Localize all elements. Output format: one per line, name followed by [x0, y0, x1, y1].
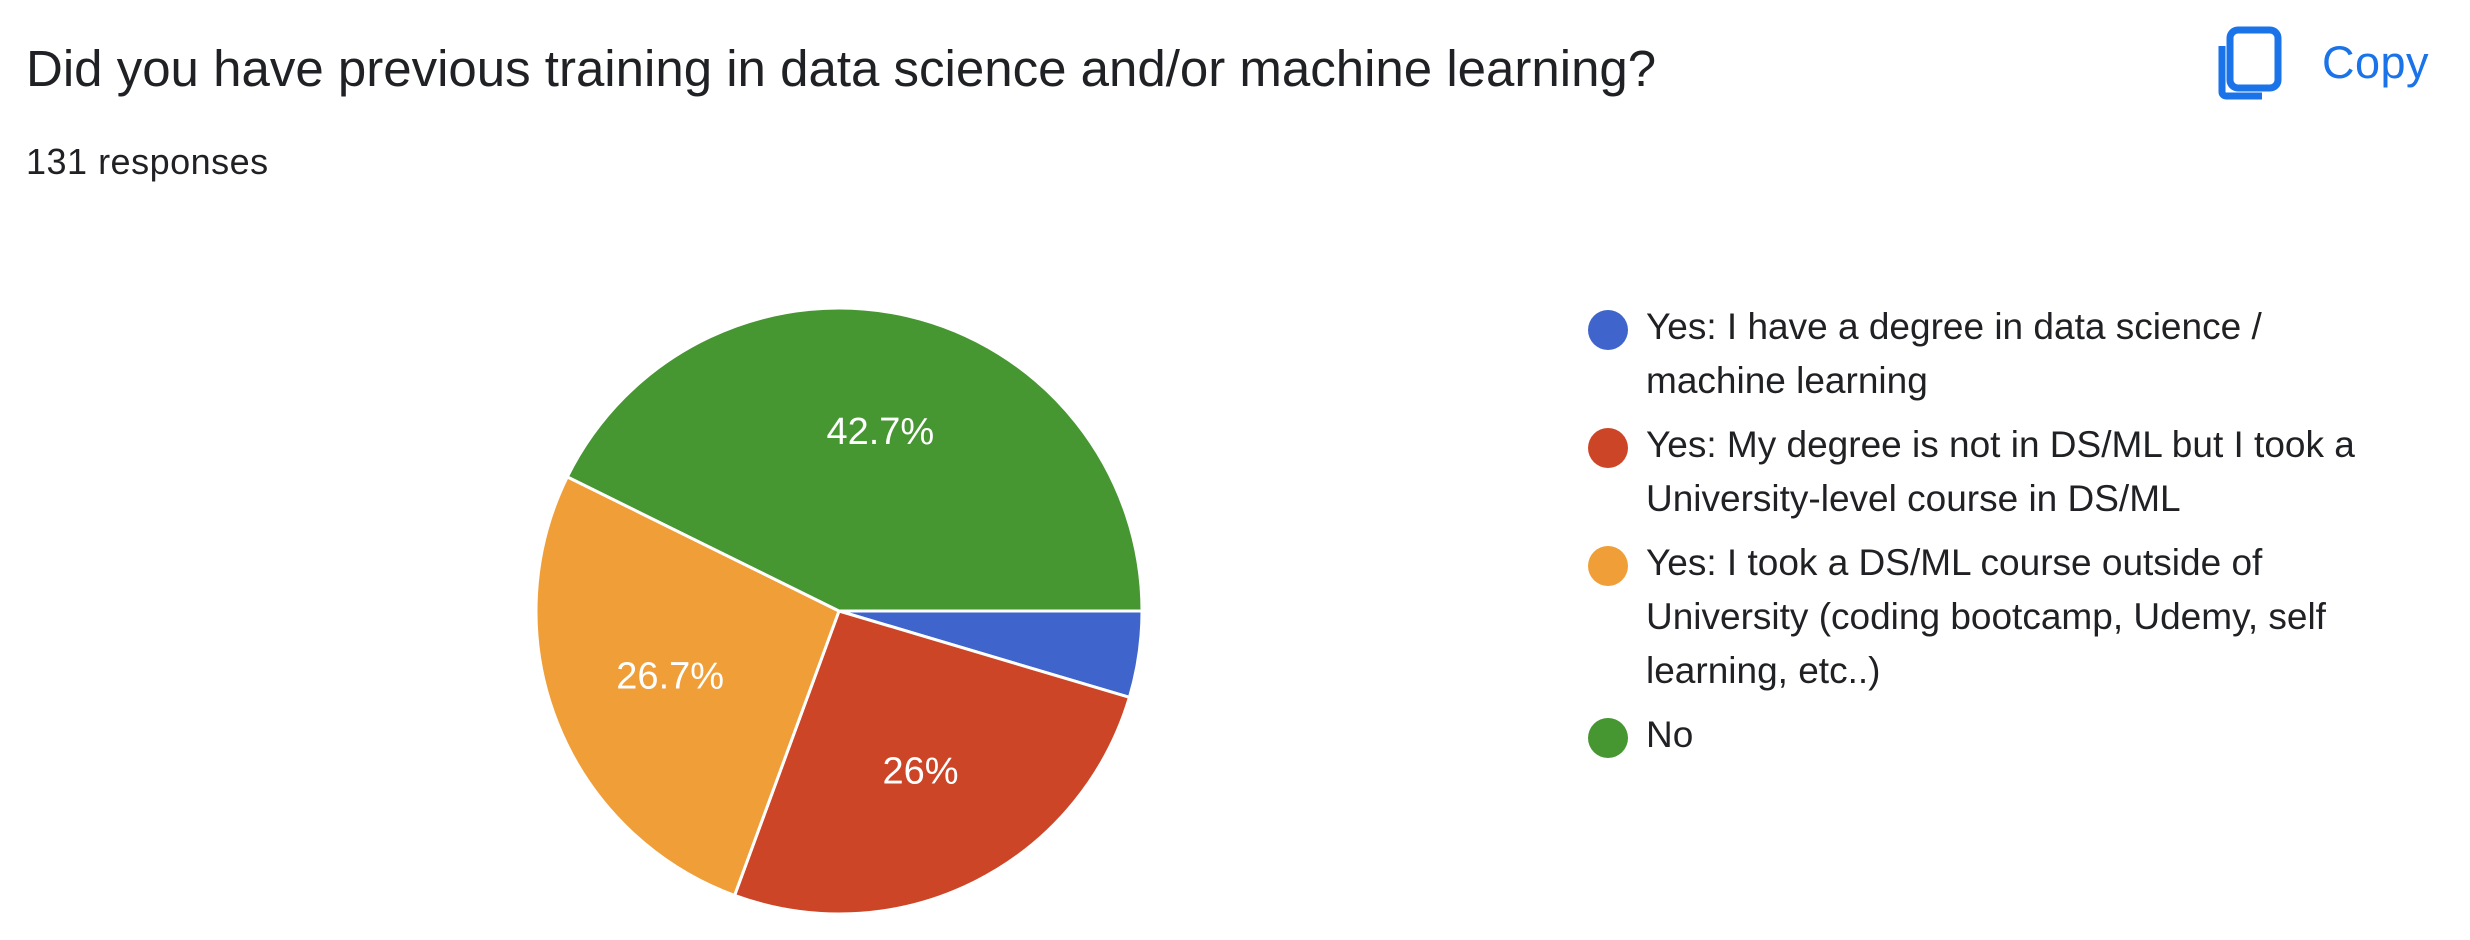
- legend-label-1: Yes: My degree is not in DS/ML but I too…: [1646, 424, 2355, 519]
- legend-swatch-2: [1588, 546, 1628, 586]
- legend-item-1[interactable]: Yes: My degree is not in DS/ML but I too…: [1588, 418, 2388, 526]
- copy-button[interactable]: Copy: [2218, 26, 2429, 100]
- legend-swatch-3: [1588, 718, 1628, 758]
- pie-slice-3[interactable]: [565, 306, 1144, 613]
- question-title: Did you have previous training in data s…: [26, 40, 1657, 97]
- slice-label-2: 26.7%: [616, 655, 724, 697]
- response-count: 131 responses: [26, 141, 269, 182]
- legend-swatch-0: [1588, 310, 1628, 350]
- pie-slice-1[interactable]: [732, 609, 1132, 916]
- legend-item-3[interactable]: No: [1588, 708, 2388, 762]
- copy-icon: [2218, 26, 2282, 100]
- copy-label: Copy: [2322, 37, 2430, 88]
- pie-slice-2[interactable]: [534, 474, 841, 898]
- legend-item-2[interactable]: Yes: I took a DS/ML course outside of Un…: [1588, 536, 2388, 698]
- legend-label-3: No: [1646, 714, 1694, 755]
- pie-slices: [534, 306, 1144, 916]
- legend-swatch-1: [1588, 428, 1628, 468]
- slice-label-3: 42.7%: [826, 411, 934, 453]
- chart-legend: Yes: I have a degree in data science / m…: [1588, 300, 2388, 772]
- pie-slice-labels: 26% 26.7% 42.7%: [616, 411, 958, 793]
- legend-label-0: Yes: I have a degree in data science / m…: [1646, 306, 2262, 401]
- slice-label-1: 26%: [882, 751, 958, 793]
- legend-item-0[interactable]: Yes: I have a degree in data science / m…: [1588, 300, 2388, 408]
- legend-label-2: Yes: I took a DS/ML course outside of Un…: [1646, 542, 2326, 691]
